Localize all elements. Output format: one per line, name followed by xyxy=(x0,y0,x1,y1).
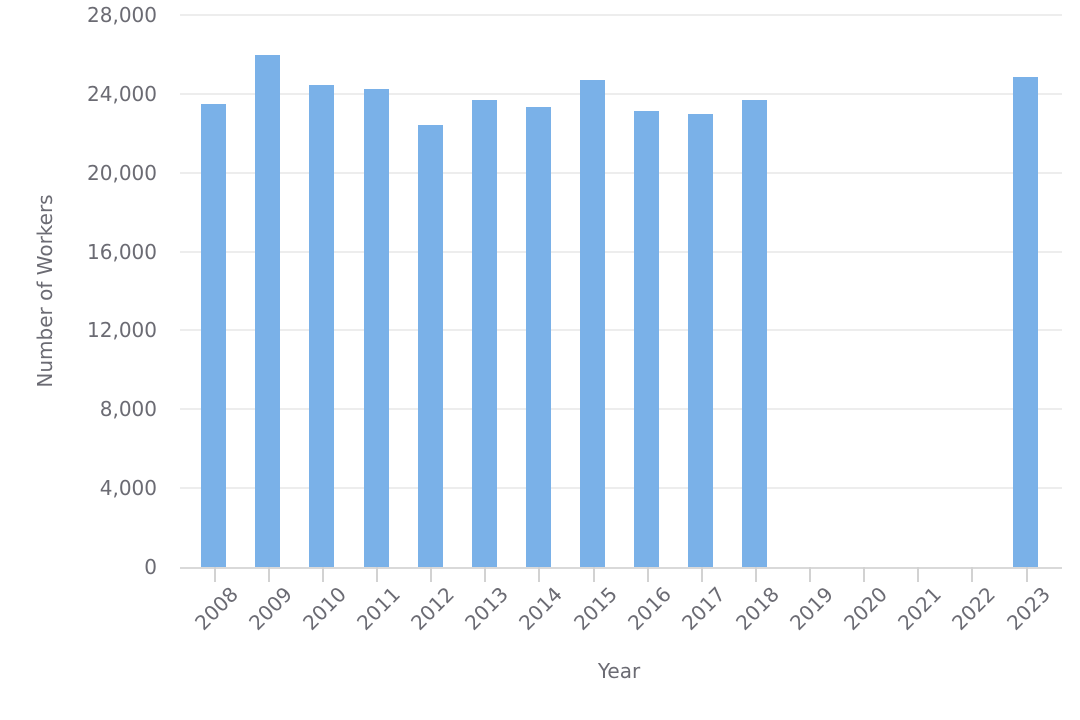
x-tick xyxy=(700,567,703,582)
x-tick xyxy=(213,567,216,582)
gridline-28000 xyxy=(180,14,1062,16)
x-tick xyxy=(321,567,324,582)
bar-2018[interactable] xyxy=(742,100,768,567)
bar-2013[interactable] xyxy=(471,100,497,567)
y-tick-label: 24,000 xyxy=(87,81,157,106)
x-tick xyxy=(267,567,270,582)
y-tick-label: 0 xyxy=(144,555,157,579)
y-tick-label: 12,000 xyxy=(87,318,157,343)
x-tick xyxy=(484,567,487,582)
gridline-12000 xyxy=(180,329,1062,332)
gridline-4000 xyxy=(180,487,1062,490)
x-tick xyxy=(754,567,757,582)
y-tick-label: 8,000 xyxy=(99,397,157,422)
bar-2008[interactable] xyxy=(201,104,227,567)
x-tick xyxy=(538,567,541,582)
x-tick xyxy=(917,567,920,582)
x-tick xyxy=(430,567,433,582)
x-axis-title: Year xyxy=(597,659,641,683)
bar-2009[interactable] xyxy=(255,55,281,567)
y-tick-label: 4,000 xyxy=(99,476,157,501)
x-tick xyxy=(646,567,649,582)
gridline-20000 xyxy=(180,171,1062,174)
bar-2016[interactable] xyxy=(634,111,660,567)
bar-2010[interactable] xyxy=(309,85,335,567)
y-tick-label: 20,000 xyxy=(87,160,157,185)
x-tick xyxy=(809,567,812,582)
y-axis-title: Number of Workers xyxy=(33,194,57,388)
x-tick-label: 2008 xyxy=(189,582,243,635)
gridline-16000 xyxy=(180,250,1062,253)
y-tick-label: 16,000 xyxy=(87,239,157,264)
x-tick-label-wrap: 2023 xyxy=(1002,582,1080,635)
y-tick-label: 28,000 xyxy=(87,3,157,27)
plot-area xyxy=(180,14,1062,569)
bar-2017[interactable] xyxy=(688,114,714,567)
x-tick xyxy=(1025,567,1028,582)
x-tick xyxy=(863,567,866,582)
bar-2012[interactable] xyxy=(417,125,443,567)
bar-2014[interactable] xyxy=(525,107,551,567)
bar-2011[interactable] xyxy=(363,89,389,567)
x-tick xyxy=(971,567,974,582)
bar-2015[interactable] xyxy=(580,80,606,567)
bar-2023[interactable] xyxy=(1013,77,1038,567)
x-tick xyxy=(592,567,595,582)
gridline-24000 xyxy=(180,92,1062,95)
gridline-8000 xyxy=(180,408,1062,411)
x-tick xyxy=(376,567,379,582)
